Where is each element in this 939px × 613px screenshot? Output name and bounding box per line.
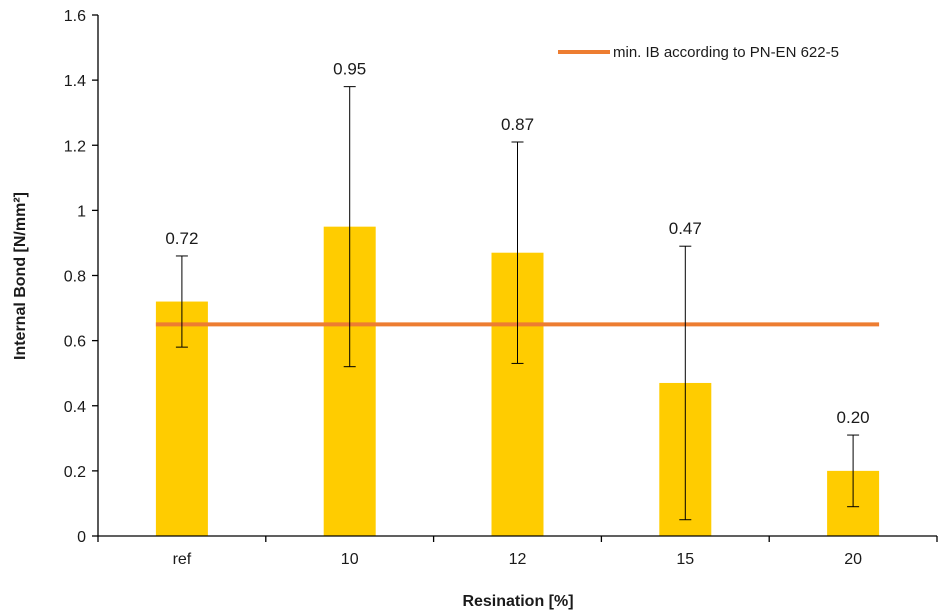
x-tick-label: ref (173, 551, 192, 568)
x-axis-title: Resination [%] (462, 593, 573, 610)
labels-layer: 0 0.2 0.4 0.6 0.8 1 1.2 1.4 1.6 ref 10 12 15 20 0.72 0.… (64, 8, 870, 568)
y-tick-label: 0.4 (64, 399, 86, 416)
data-label-ref: 0.72 (165, 229, 198, 248)
x-tick-label: 15 (676, 551, 694, 568)
data-label-20: 0.20 (837, 408, 870, 427)
legend: min. IB according to PN-EN 622-5 (558, 44, 839, 61)
y-tick-label: 0.6 (64, 334, 86, 351)
y-axis-title: Internal Bond [N/mm²] (12, 192, 29, 360)
data-label-12: 0.87 (501, 115, 534, 134)
error-bars-layer (175, 86, 860, 521)
y-tick-label: 1.2 (64, 138, 86, 155)
legend-label: min. IB according to PN-EN 622-5 (613, 44, 839, 61)
y-tick-label: 1.4 (64, 73, 86, 90)
y-tick-label: 1 (77, 203, 86, 220)
y-tick-label: 0 (77, 529, 86, 546)
y-tick-label: 0.8 (64, 269, 86, 286)
data-label-15: 0.47 (669, 219, 702, 238)
x-tick-label: 20 (844, 551, 862, 568)
x-tick-label: 12 (509, 551, 527, 568)
y-tick-label: 1.6 (64, 8, 86, 25)
x-tick-label: 10 (341, 551, 359, 568)
axes-layer (92, 14, 938, 542)
data-label-10: 0.95 (333, 60, 366, 79)
y-tick-label: 0.2 (64, 464, 86, 481)
